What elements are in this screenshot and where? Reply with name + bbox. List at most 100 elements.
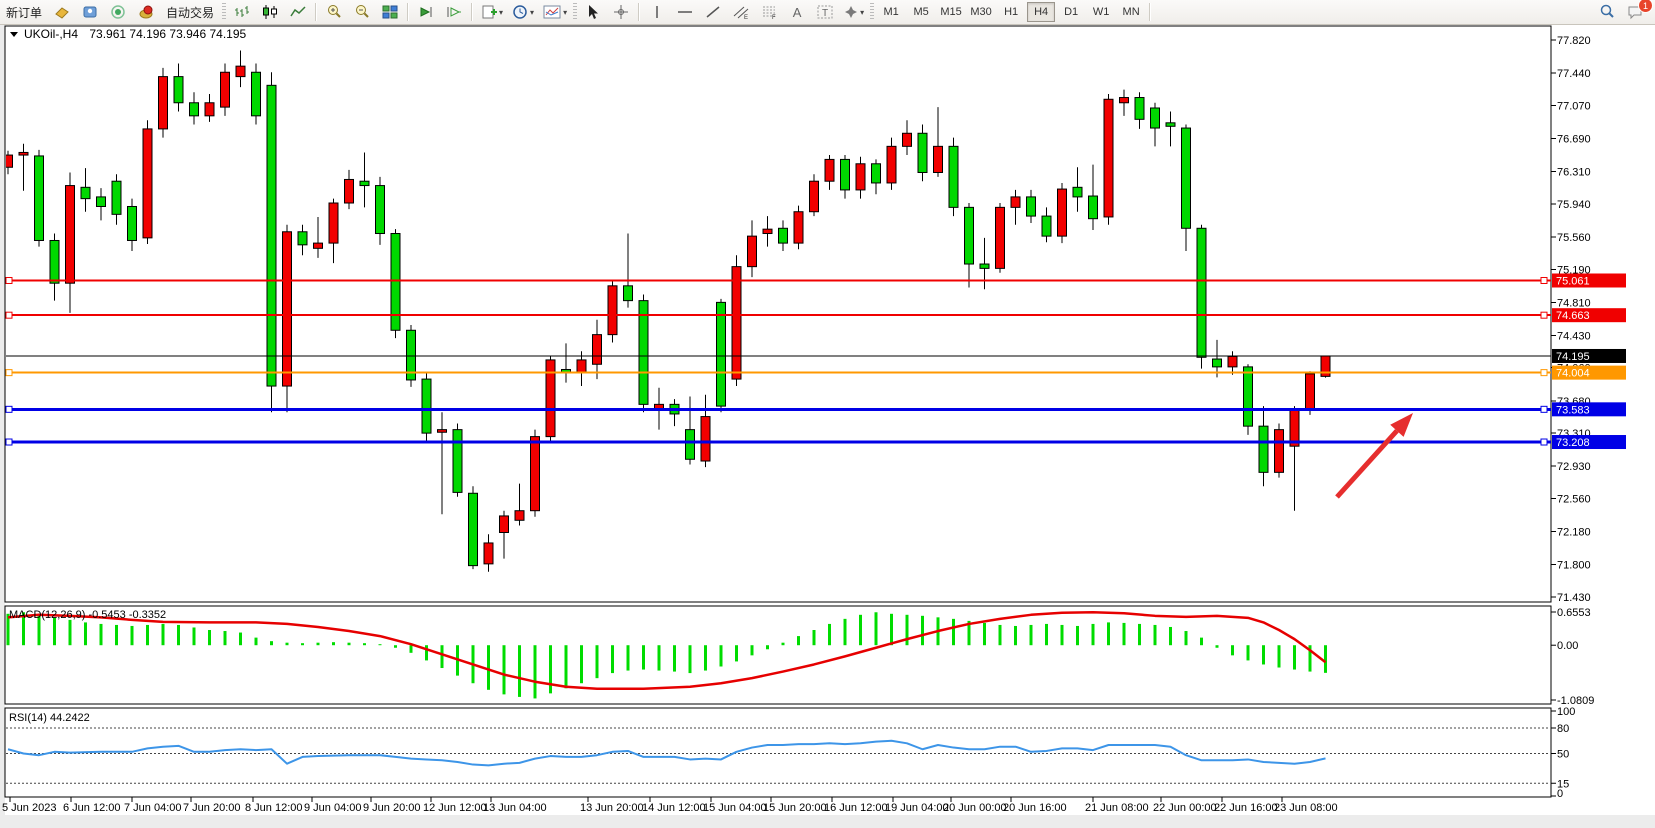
zoom-in-icon[interactable] — [321, 1, 347, 23]
price-line-74.004[interactable]: 74.004 — [5, 365, 1626, 380]
zoom-out-icon[interactable] — [349, 1, 375, 23]
candle — [235, 50, 246, 88]
price-tick-label: 77.440 — [1557, 68, 1591, 80]
main-chart-panel[interactable] — [4, 25, 1552, 603]
indicators-dropdown-icon[interactable]: ▾ — [563, 7, 568, 17]
candle — [282, 224, 292, 413]
cursor-icon[interactable] — [580, 1, 606, 23]
trend-arrow-object[interactable] — [1335, 413, 1413, 499]
candle — [1119, 89, 1129, 116]
price-line-74.663[interactable]: 74.663 — [5, 308, 1626, 323]
candle — [762, 216, 773, 247]
candle — [65, 172, 75, 313]
time-tick-label: 20 Jun 16:00 — [1003, 802, 1067, 814]
candle — [1320, 355, 1331, 378]
time-tick-label: 12 Jun 12:00 — [423, 802, 487, 814]
candle — [1274, 423, 1284, 478]
label-icon[interactable]: T — [812, 1, 838, 23]
price-line-73.583[interactable]: 73.583 — [5, 402, 1626, 417]
text-icon[interactable]: A — [792, 4, 802, 20]
timeframe-H1[interactable]: H1 — [1004, 6, 1019, 18]
periods-dropdown-icon[interactable]: ▾ — [530, 7, 535, 17]
profile-icon[interactable] — [77, 1, 103, 23]
vertical-line-icon[interactable] — [644, 1, 670, 23]
price-lines-layer[interactable]: 75.061 74.663 74.195 74.004 73.583 73.208 — [5, 273, 1626, 450]
autotrade-icon[interactable] — [133, 1, 159, 23]
new-chart-dropdown-icon[interactable]: ▾ — [499, 7, 504, 17]
trendline-icon[interactable] — [700, 1, 726, 23]
chart-ohlc-values: 73.961 74.196 73.946 74.195 — [89, 27, 246, 41]
horizontal-line-icon[interactable] — [672, 1, 698, 23]
candle — [793, 205, 804, 250]
new-order-button[interactable]: 新订单 — [6, 5, 43, 20]
chat-bubble-icon[interactable]: 1 — [1622, 0, 1653, 23]
timeframe-H4[interactable]: H4 — [1027, 2, 1056, 22]
price-line-75.061[interactable]: 75.061 — [5, 273, 1626, 288]
chart-shift-icon[interactable] — [441, 1, 467, 23]
candle — [18, 143, 29, 191]
chart-symbol-label: UKOil-,H4 — [24, 27, 78, 41]
toolbar-grip[interactable] — [870, 3, 875, 21]
macd-tick-label: 0.00 — [1557, 640, 1578, 652]
crosshair-icon[interactable] — [608, 1, 634, 23]
broadcast-icon[interactable] — [105, 1, 131, 23]
timeframe-D1[interactable]: D1 — [1064, 6, 1079, 18]
macd-panel[interactable] — [4, 605, 1552, 705]
time-tick-label: 9 Jun 20:00 — [363, 802, 421, 814]
price-line-74.195[interactable]: 74.195 — [6, 348, 1626, 363]
periods-clock-icon[interactable]: ▾ — [508, 1, 537, 23]
fibonacci-icon[interactable]: F — [756, 1, 782, 23]
timeframe-M30[interactable]: M30 — [970, 6, 992, 18]
toolbar-grip[interactable] — [222, 3, 227, 21]
candle — [1026, 189, 1036, 224]
candle — [499, 510, 509, 559]
candle — [375, 176, 385, 245]
line-chart-icon[interactable] — [285, 1, 311, 23]
timeframe-W1[interactable]: W1 — [1092, 6, 1110, 18]
candle — [1010, 189, 1021, 225]
candle — [266, 72, 277, 413]
time-tick-label: 23 Jun 08:00 — [1274, 802, 1338, 814]
rsi-layer: 100 80 50 150 — [6, 706, 1575, 800]
chart-title: UKOil-,H4 73.961 74.196 73.946 74.195 — [10, 27, 247, 41]
time-tick-label: 15 Jun 04:00 — [703, 802, 767, 814]
candle — [158, 67, 168, 138]
toolbar-grip[interactable] — [573, 3, 578, 21]
timeframe-group: M1 M5 M15 M30 H1 H4 D1 W1 MN — [876, 2, 1146, 22]
timeframe-M15[interactable]: M15 — [940, 6, 962, 18]
instrument-tag-icon[interactable] — [49, 1, 75, 23]
channel-icon[interactable]: E — [728, 1, 754, 23]
timeframe-M1[interactable]: M1 — [883, 6, 899, 18]
candle — [824, 155, 835, 190]
shapes-icon[interactable]: ▾ — [840, 1, 867, 23]
candlestick-icon[interactable] — [257, 1, 283, 23]
shapes-dropdown-icon[interactable]: ▾ — [860, 7, 865, 17]
auto-trading-button[interactable]: 自动交易 — [166, 5, 215, 20]
indicators-icon[interactable]: ▾ — [539, 1, 570, 23]
rsi-label: RSI(14) 44.2422 — [9, 712, 90, 724]
window-bottom-edge — [0, 815, 1655, 828]
auto-scroll-icon[interactable] — [413, 1, 439, 23]
time-tick-label: 20 Jun 00:00 — [943, 802, 1007, 814]
svg-text:F: F — [772, 15, 776, 20]
rsi-panel[interactable] — [4, 707, 1552, 798]
candle — [328, 198, 339, 264]
tile-windows-icon[interactable] — [377, 1, 403, 23]
search-icon[interactable] — [1594, 1, 1620, 23]
candle — [1072, 167, 1083, 212]
svg-text:E: E — [744, 15, 748, 20]
candle — [1243, 364, 1253, 435]
price-line-73.208[interactable]: 73.208 — [5, 435, 1626, 450]
price-tick-label: 71.430 — [1557, 592, 1591, 604]
timeframe-M5[interactable]: M5 — [913, 6, 929, 18]
timeframe-MN[interactable]: MN — [1122, 6, 1140, 18]
bar-chart-icon[interactable] — [229, 1, 255, 23]
new-chart-icon[interactable]: ▾ — [477, 1, 506, 23]
candle — [1057, 182, 1067, 244]
symbol-dropdown-icon[interactable] — [10, 32, 18, 37]
rsi-tick-label: 50 — [1557, 749, 1569, 761]
time-axis[interactable]: 5 Jun 2023 6 Jun 12:00 7 Jun 04:00 7 Jun 20… — [2, 797, 1338, 814]
macd-layer: 0.6553 0.00 -1.0809 — [6, 607, 1594, 707]
